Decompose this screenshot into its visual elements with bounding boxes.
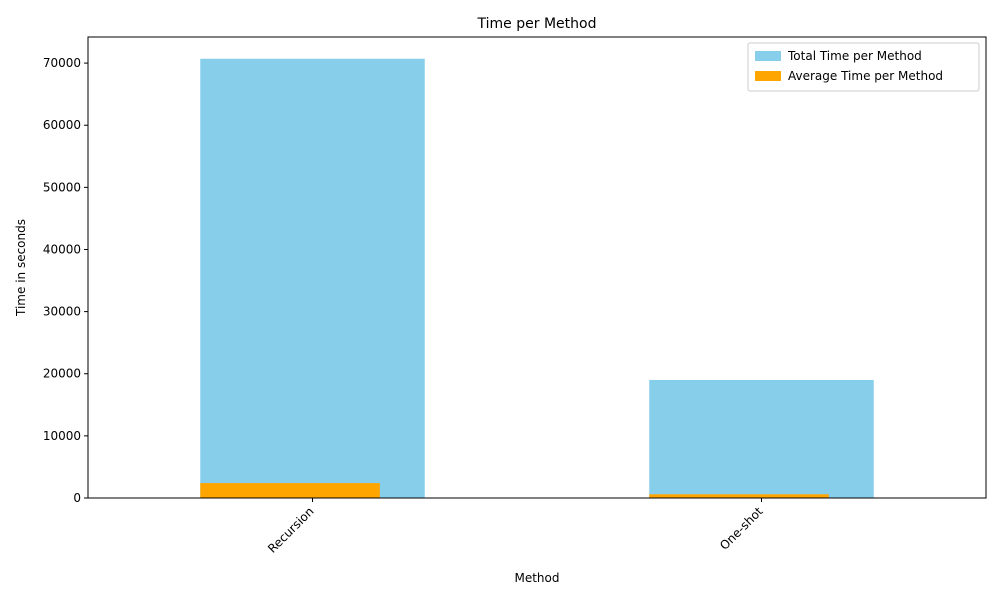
- y-tick-label: 50000: [43, 180, 81, 194]
- bar-average-1: [649, 494, 829, 498]
- x-tick-label: Recursion: [265, 504, 317, 556]
- x-axis-label: Method: [514, 571, 559, 585]
- legend-swatch-total: [755, 51, 781, 61]
- y-axis-label: Time in seconds: [14, 219, 28, 317]
- y-axis: 0 10000 20000 30000 40000 50000 60000 70000: [43, 56, 88, 505]
- y-tick-label: 0: [73, 491, 81, 505]
- bar-average-0: [200, 483, 380, 498]
- plot-frame: [87, 36, 987, 499]
- bar-total-0: [200, 58, 425, 499]
- legend-label-total: Total Time per Method: [787, 49, 922, 63]
- x-axis: Recursion One-shot: [265, 498, 766, 556]
- legend-box: [747, 42, 980, 92]
- bars-layer: [200, 58, 874, 499]
- y-tick-label: 10000: [43, 429, 81, 443]
- y-tick-label: 70000: [43, 56, 81, 70]
- legend-label-average: Average Time per Method: [788, 69, 943, 83]
- y-tick-label: 40000: [43, 242, 81, 256]
- y-tick-label: 60000: [43, 118, 81, 132]
- x-tick-label: One-shot: [717, 504, 766, 553]
- y-tick-label: 30000: [43, 305, 81, 319]
- legend-swatch-average: [755, 71, 781, 81]
- y-tick-label: 20000: [43, 367, 81, 381]
- legend: Total Time per Method Average Time per M…: [747, 42, 980, 92]
- chart-title: Time per Method: [477, 16, 597, 32]
- bar-total-1: [649, 379, 874, 498]
